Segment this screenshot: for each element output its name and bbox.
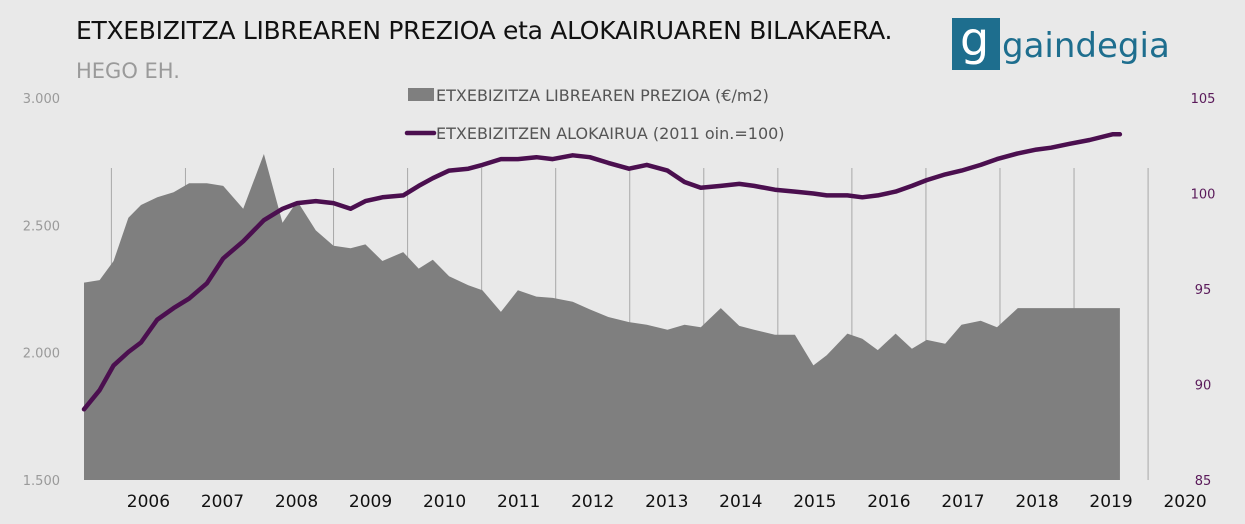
legend: ETXEBIZITZA LIBREAREN PREZIOA (€/m2) ETX… — [404, 86, 785, 143]
x-tick-label: 2018 — [1015, 492, 1058, 512]
x-tick-label: 2011 — [497, 492, 540, 512]
chart-subtitle: HEGO EH. — [76, 59, 180, 83]
chart-title: ETXEBIZITZA LIBREAREN PREZIOA eta ALOKAI… — [76, 16, 893, 45]
logo-box: g — [952, 12, 1000, 70]
legend-label-price: ETXEBIZITZA LIBREAREN PREZIOA (€/m2) — [436, 86, 769, 105]
right-tick-label: 95 — [1195, 283, 1212, 298]
x-axis-ticks: 2006 2007 2008 2009 2010 2011 2012 2013 2014 2015… — [127, 492, 1207, 512]
x-tick-label: 2007 — [201, 492, 244, 512]
x-tick-label: 2017 — [941, 492, 984, 512]
price-area — [84, 154, 1120, 480]
legend-swatch-price — [408, 88, 434, 101]
x-tick-label: 2008 — [275, 492, 318, 512]
x-tick-label: 2020 — [1163, 492, 1206, 512]
x-tick-label: 2014 — [719, 492, 762, 512]
x-tick-label: 2006 — [127, 492, 170, 512]
x-tick-label: 2015 — [793, 492, 836, 512]
rent-index-line — [81, 132, 1123, 412]
x-tick-label: 2019 — [1089, 492, 1132, 512]
left-axis-ticks: 1.500 2.000 2.500 3.000 — [23, 92, 60, 489]
legend-label-rent: ETXEBIZITZEN ALOKAIRUA (2011 oin.=100) — [436, 124, 785, 143]
right-tick-label: 105 — [1191, 92, 1216, 107]
logo-text: gaindegia — [1002, 26, 1170, 66]
right-tick-label: 100 — [1191, 188, 1216, 203]
x-tick-label: 2013 — [645, 492, 688, 512]
right-axis-ticks: 85 90 95 100 105 — [1191, 92, 1216, 489]
right-tick-label: 85 — [1195, 474, 1212, 489]
x-tick-label: 2009 — [349, 492, 392, 512]
logo-g-glyph: g — [960, 12, 990, 66]
left-tick-label: 1.500 — [23, 474, 60, 489]
x-tick-label: 2016 — [867, 492, 910, 512]
gaindegia-logo: g gaindegia — [952, 12, 1192, 76]
right-tick-label: 90 — [1195, 379, 1212, 394]
left-tick-label: 3.000 — [23, 92, 60, 107]
left-tick-label: 2.500 — [23, 219, 60, 234]
x-tick-label: 2012 — [571, 492, 614, 512]
left-tick-label: 2.000 — [23, 347, 60, 362]
x-tick-label: 2010 — [423, 492, 466, 512]
